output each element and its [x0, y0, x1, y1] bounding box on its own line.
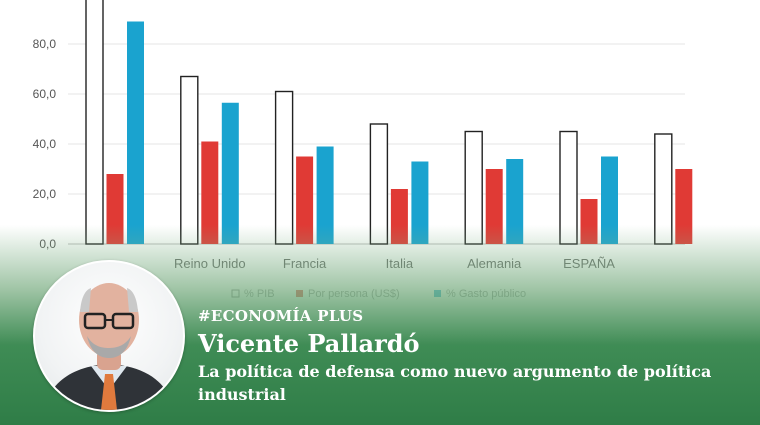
x-tick-label: ESPAÑA	[563, 256, 615, 271]
legend-label: Por persona (US$)	[308, 288, 400, 300]
bar-gasto-publico	[506, 159, 524, 244]
bar-por-persona	[580, 199, 598, 244]
section-tag[interactable]: #ECONOMÍA PLUS	[198, 307, 364, 325]
y-tick-label: 80,0	[33, 37, 57, 51]
x-tick-label: Italia	[386, 256, 414, 271]
y-tick-label: 20,0	[33, 187, 57, 201]
bar-por-persona	[675, 169, 693, 244]
x-tick-label: Alemania	[467, 256, 522, 271]
bar-pib	[654, 133, 673, 245]
bar-gasto-publico	[316, 146, 334, 244]
bar-pib	[369, 123, 389, 245]
bar-pib	[559, 130, 578, 245]
bar-pib	[464, 130, 483, 245]
y-tick-label: 0,0	[39, 237, 56, 251]
legend-label: % PIB	[244, 288, 275, 300]
legend-swatch	[296, 290, 303, 297]
author-name[interactable]: Vicente Pallardó	[198, 329, 420, 358]
article-headline[interactable]: La política de defensa como nuevo argume…	[198, 362, 712, 404]
legend-swatch	[231, 289, 240, 298]
bar-por-persona	[296, 156, 314, 244]
author-avatar	[33, 260, 185, 412]
author-portrait-icon	[43, 283, 175, 410]
article-byline: #ECONOMÍA PLUS Vicente Pallardó La polít…	[198, 307, 738, 406]
bar-gasto-publico	[127, 21, 144, 244]
x-tick-label: Reino Unido	[174, 256, 246, 271]
bar-por-persona	[485, 169, 503, 244]
bar-gasto-publico	[411, 161, 429, 244]
bar-gasto-publico	[221, 102, 239, 244]
legend-swatch	[434, 290, 441, 297]
bar-por-persona	[201, 141, 219, 244]
y-tick-label: 60,0	[33, 87, 57, 101]
bar-pib	[85, 0, 104, 245]
bar-por-persona	[390, 189, 408, 244]
y-tick-label: 40,0	[33, 137, 57, 151]
bar-pib	[274, 90, 294, 245]
bar-por-persona	[106, 174, 124, 244]
bar-pib	[180, 75, 199, 245]
x-tick-label: Francia	[283, 256, 327, 271]
legend-label: % Gasto público	[446, 288, 526, 300]
bar-gasto-publico	[601, 156, 618, 244]
